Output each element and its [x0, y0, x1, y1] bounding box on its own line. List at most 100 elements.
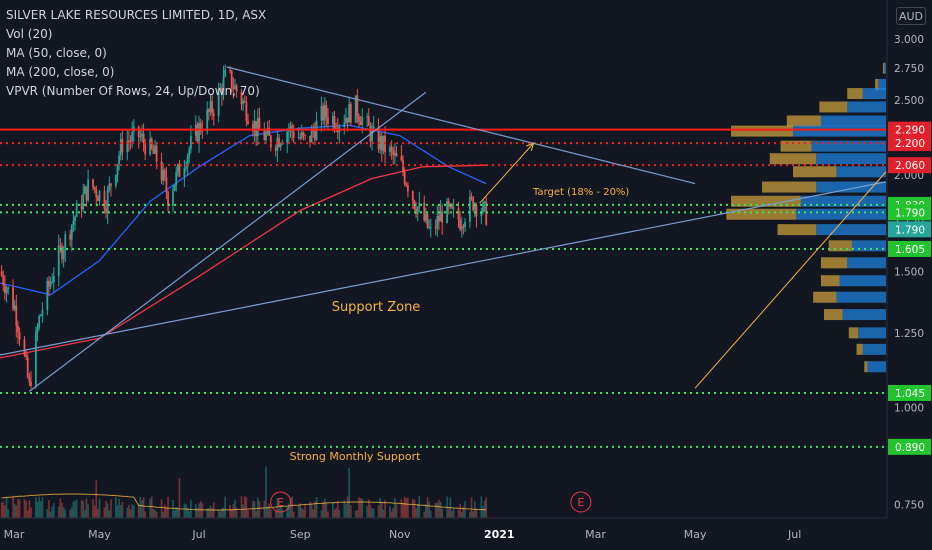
candle-body [51, 281, 54, 283]
vpvr-bar-down [847, 88, 863, 100]
candle-body [118, 155, 121, 165]
candle-body [336, 129, 339, 133]
candle-body [475, 205, 478, 217]
level-badge-1.045 [888, 384, 931, 401]
candle-body [331, 116, 334, 124]
volume-bar [38, 496, 40, 518]
indicator-ma50[interactable]: MA (50, close, 0) [6, 46, 107, 60]
volume-bar [394, 498, 396, 518]
volume-bar [268, 503, 271, 518]
candle-body [345, 117, 347, 123]
candle-body [128, 140, 130, 142]
volume-bar [400, 498, 403, 518]
volume-bar [62, 507, 65, 518]
volume-bar [57, 506, 60, 518]
candle-body [483, 201, 486, 203]
volume-bar [13, 503, 16, 518]
volume-bar [253, 501, 256, 518]
volume-bar [460, 511, 463, 518]
volume-bar [115, 497, 117, 518]
volume-bar [469, 511, 471, 518]
candle-body [144, 143, 147, 155]
indicator-ma200[interactable]: MA (200, close, 0) [6, 65, 115, 79]
candle-body [41, 310, 44, 316]
candle-body [292, 131, 295, 138]
volume-bar [366, 505, 368, 518]
candle-body [428, 227, 431, 229]
level-badge-text: 1.045 [895, 388, 925, 400]
candle-body [211, 100, 214, 114]
volume-bar [436, 502, 439, 518]
volume-bar [188, 511, 191, 518]
price-tick-label: 1.250 [894, 328, 924, 340]
volume-bar [358, 497, 360, 518]
volume-bar [349, 505, 352, 518]
volume-bar [155, 511, 158, 518]
volume-bar [265, 466, 267, 518]
ma50-line [0, 124, 487, 296]
volume-bar [208, 508, 210, 518]
earnings-marker[interactable] [570, 491, 592, 513]
candle-body [162, 169, 165, 181]
volume-bar [128, 504, 130, 518]
volume-bar [144, 511, 147, 518]
vpvr-bar-up [867, 361, 886, 373]
candle-body [74, 216, 76, 221]
candle-body [462, 226, 465, 228]
volume-bar [4, 505, 6, 518]
volume-bar [12, 495, 14, 518]
trendline-3[interactable] [226, 66, 696, 185]
projection-line[interactable] [694, 171, 887, 389]
volume-bar [359, 498, 362, 518]
volume-bar [160, 499, 163, 518]
vpvr-bar-up [796, 208, 886, 220]
target-arrow-line[interactable] [479, 142, 534, 204]
candle-body [82, 193, 85, 210]
candle-body [103, 191, 106, 209]
candle-body [186, 155, 189, 168]
volume-bar [183, 503, 186, 518]
volume-bar [243, 496, 246, 518]
candle-body [245, 101, 248, 121]
candle-body [110, 183, 112, 187]
volume-bar [348, 467, 350, 518]
candle-body [12, 287, 14, 310]
volume-bar [211, 507, 213, 518]
candle-body [452, 208, 455, 210]
volume-bar [61, 502, 63, 518]
candle-body [253, 120, 256, 132]
candle-body [46, 281, 49, 311]
volume-bar [30, 507, 32, 518]
level-badge-text: 2.290 [895, 125, 925, 137]
candle-body [299, 137, 302, 139]
indicator-vpvr[interactable]: VPVR (Number Of Rows, 24, Up/Down, 70) [6, 84, 260, 98]
vpvr-bar-up [839, 275, 886, 287]
volume-bar [186, 507, 189, 518]
trendline-2[interactable] [29, 91, 427, 392]
indicator-volume[interactable]: Vol (20) [6, 27, 53, 41]
trendlines[interactable] [0, 66, 887, 392]
currency-button[interactable]: AUD [896, 7, 926, 25]
symbol-title[interactable]: SILVER LAKE RESOURCES LIMITED, 1D, ASX [6, 8, 267, 22]
candle-body [221, 87, 223, 95]
candle-body [7, 287, 10, 290]
volume-bar [75, 499, 78, 518]
vpvr-bar-down [780, 140, 812, 152]
candle-body [57, 245, 60, 277]
volume-bar [36, 501, 39, 518]
earnings-marker[interactable] [270, 491, 292, 513]
volume-bar [217, 509, 220, 518]
volume-bar [480, 496, 483, 518]
vpvr-bar-up [851, 240, 886, 252]
trendline-1[interactable] [0, 181, 887, 356]
volume-bar [49, 511, 52, 518]
volume-bar [97, 509, 99, 518]
vpvr-bar-up [820, 115, 886, 127]
volume-bar [15, 505, 18, 518]
price-tick-label: 3.000 [894, 34, 924, 46]
volume-bar [470, 497, 473, 518]
vpvr-bar-down [820, 257, 848, 269]
candle-body [256, 118, 259, 137]
